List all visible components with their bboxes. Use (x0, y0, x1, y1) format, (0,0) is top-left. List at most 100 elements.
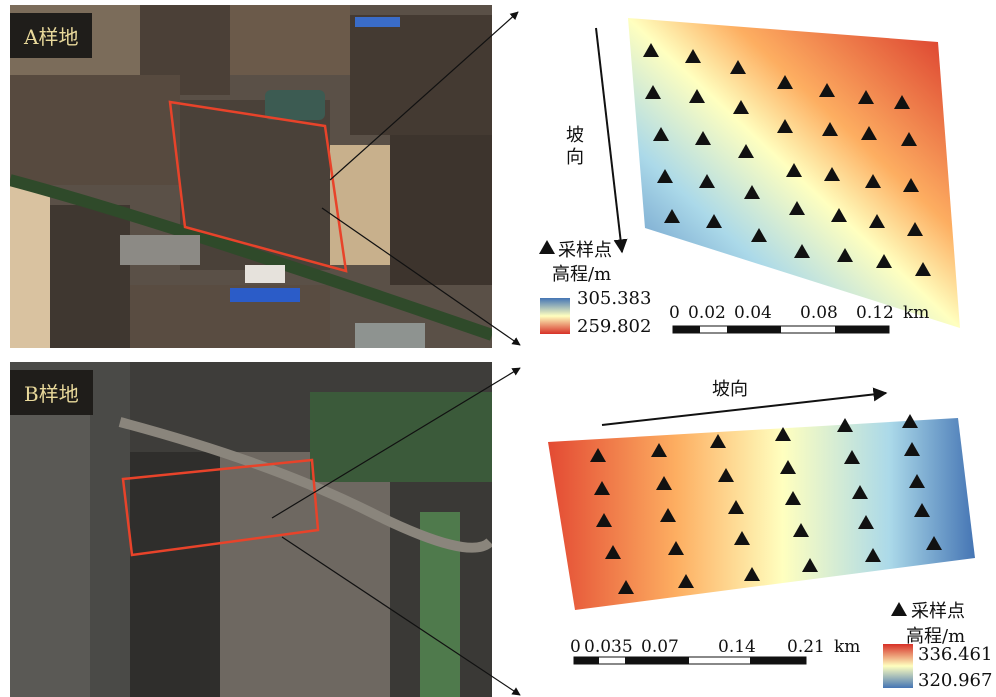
connector-line-a-bottom (321, 207, 521, 346)
legend-triangle-icon-a (539, 240, 555, 254)
sample-point-triangle-icon (618, 580, 634, 594)
sample-point-triangle-icon (909, 474, 925, 488)
legend-points-label-b: 采样点 (911, 601, 965, 622)
sample-point-triangle-icon (865, 548, 881, 562)
sample-point-triangle-icon (751, 228, 767, 242)
sample-point-triangle-icon (733, 100, 749, 114)
sample-point-triangle-icon (858, 90, 874, 104)
sample-point-triangle-icon (653, 127, 669, 141)
sample-point-triangle-icon (822, 122, 838, 136)
sample-point-triangle-icon (904, 442, 920, 456)
sample-point-triangle-icon (605, 545, 621, 559)
sample-point-triangle-icon (837, 248, 853, 262)
sample-point-triangle-icon (876, 254, 892, 268)
sample-point-triangle-icon (699, 174, 715, 188)
site-a-label: A样地 (10, 13, 93, 58)
sample-points-b (590, 414, 942, 594)
sample-point-triangle-icon (865, 174, 881, 188)
sample-point-triangle-icon (645, 85, 661, 99)
sample-point-triangle-icon (793, 523, 809, 537)
legend-elevation-title-b: 高程/m (906, 626, 966, 647)
scale-bar-a (672, 325, 890, 334)
connector-line-b-bottom (281, 536, 521, 696)
sample-point-triangle-icon (656, 476, 672, 490)
sample-point-triangle-icon (734, 531, 750, 545)
sample-point-triangle-icon (869, 214, 885, 228)
sample-point-triangle-icon (901, 132, 917, 146)
sample-point-triangle-icon (657, 169, 673, 183)
scale-tick-a-3: 0.08 (800, 303, 838, 323)
legend-max-b: 336.461 (918, 644, 993, 665)
sample-point-triangle-icon (689, 89, 705, 103)
sample-point-triangle-icon (594, 481, 610, 495)
sample-point-triangle-icon (678, 574, 694, 588)
sample-point-triangle-icon (858, 515, 874, 529)
scale-tick-a-1: 0.02 (688, 303, 726, 323)
sample-point-triangle-icon (738, 144, 754, 158)
sample-point-triangle-icon (789, 201, 805, 215)
sample-point-triangle-icon (643, 43, 659, 57)
legend-triangle-icon-b (891, 602, 907, 616)
connector-line-a-top (329, 11, 519, 181)
scale-tick-a-4: 0.12 (856, 303, 894, 323)
sample-point-triangle-icon (894, 95, 910, 109)
sample-point-triangle-icon (744, 567, 760, 581)
slope-label-b: 坡向 (712, 379, 748, 400)
sample-point-triangle-icon (907, 222, 923, 236)
sample-point-triangle-icon (844, 450, 860, 464)
sample-point-triangle-icon (728, 500, 744, 514)
sample-point-triangle-icon (685, 49, 701, 63)
scale-tick-a-2: 0.04 (734, 303, 772, 323)
sample-point-triangle-icon (695, 131, 711, 145)
sample-points-a (643, 43, 931, 276)
sample-point-triangle-icon (730, 60, 746, 74)
scale-bar-b (573, 656, 807, 665)
scale-tick-b-1: 0.035 (584, 637, 633, 657)
sample-point-triangle-icon (651, 443, 667, 457)
sample-point-triangle-icon (710, 434, 726, 448)
sample-point-triangle-icon (831, 208, 847, 222)
sample-point-triangle-icon (706, 214, 722, 228)
scale-unit-b: km (834, 637, 861, 657)
scale-tick-b-4: 0.21 (787, 637, 825, 657)
sample-point-triangle-icon (852, 485, 868, 499)
satellite-panel-a: A样地 (10, 5, 492, 348)
sample-point-triangle-icon (914, 503, 930, 517)
scale-tick-b-2: 0.07 (641, 637, 679, 657)
sample-point-triangle-icon (824, 167, 840, 181)
sample-point-triangle-icon (777, 119, 793, 133)
satellite-panel-b: B样地 (10, 362, 492, 697)
sample-point-triangle-icon (915, 262, 931, 276)
sample-point-triangle-icon (926, 536, 942, 550)
slope-arrow-b (601, 387, 888, 426)
satellite-image-a (10, 5, 492, 348)
sample-point-triangle-icon (777, 75, 793, 89)
legend-min-b: 320.967 (918, 670, 993, 691)
sample-point-triangle-icon (780, 460, 796, 474)
legend-min-a: 259.802 (577, 316, 652, 337)
sample-point-triangle-icon (660, 508, 676, 522)
sample-point-triangle-icon (785, 491, 801, 505)
sample-point-triangle-icon (596, 513, 612, 527)
sample-point-triangle-icon (718, 468, 734, 482)
legend-elevation-title-a: 高程/m (552, 264, 612, 285)
legend-max-a: 305.383 (577, 288, 652, 309)
elevation-colorbar-b (883, 644, 913, 688)
sample-point-triangle-icon (664, 209, 680, 223)
scale-unit-a: km (903, 303, 930, 323)
satellite-image-b (10, 362, 492, 697)
study-area-outline-a (168, 100, 348, 273)
sample-point-triangle-icon (902, 414, 918, 428)
legend-points-label-a: 采样点 (558, 240, 612, 261)
sample-point-triangle-icon (668, 541, 684, 555)
sample-point-triangle-icon (744, 185, 760, 199)
sample-point-triangle-icon (903, 178, 919, 192)
study-area-outline-b (121, 458, 320, 557)
sample-point-triangle-icon (794, 244, 810, 258)
slope-label-a: 坡向 (566, 125, 584, 168)
elevation-colorbar-a (540, 298, 570, 334)
site-b-label: B样地 (10, 370, 93, 415)
sample-point-triangle-icon (861, 126, 877, 140)
scale-tick-a-0: 0 (669, 303, 680, 323)
